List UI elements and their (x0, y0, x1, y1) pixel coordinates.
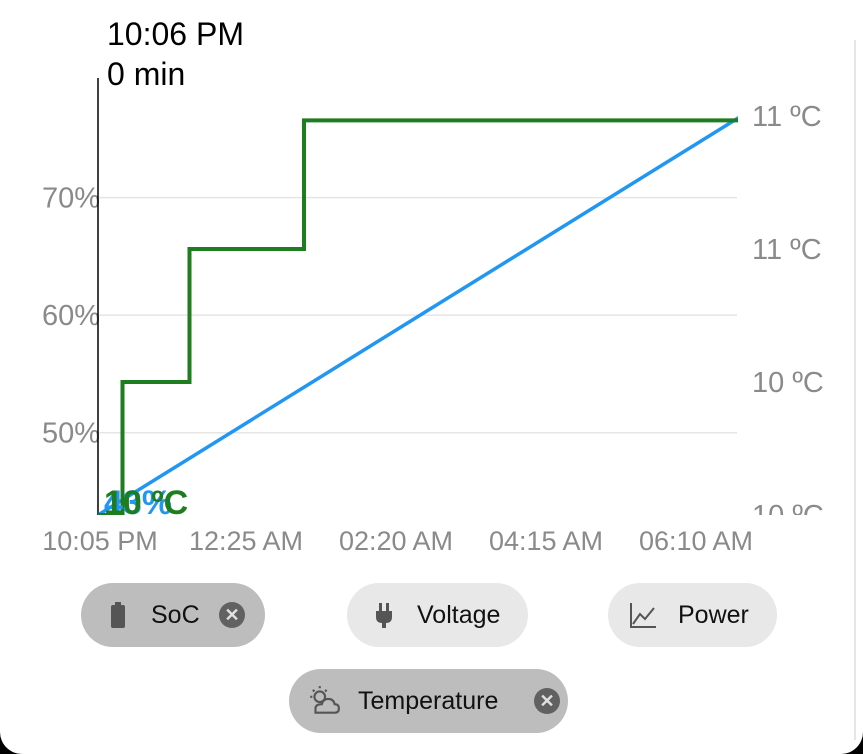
x-tick-label: 10:05 PM (42, 526, 158, 556)
line-chart-icon (630, 603, 656, 628)
selected-time: 10:06 PM (107, 16, 244, 52)
temperature-series-line (98, 118, 738, 515)
soc-series-line (98, 116, 738, 515)
chip-power[interactable]: Power (608, 583, 777, 647)
battery-icon (111, 602, 125, 628)
chip-temperature[interactable]: Temperature ✕ (289, 669, 568, 733)
chip-voltage[interactable]: Voltage (347, 583, 528, 647)
series-group (98, 116, 738, 515)
temperature-current-label: 10 ºC (104, 484, 188, 522)
chip-soc-label: SoC (151, 600, 200, 629)
y-right-tick-label: 11 ºC (752, 101, 822, 133)
soc-current-label: 43% (104, 484, 172, 522)
chip-soc-remove-icon[interactable]: ✕ (219, 602, 245, 628)
weather-partly-cloudy-icon (310, 686, 340, 714)
x-tick-label: 02:20 AM (339, 526, 453, 556)
y-left-tick-label: 50% (42, 418, 100, 450)
y-left-tick-label: 70% (42, 183, 100, 215)
y-right-tick-label: 11 ºC (752, 234, 822, 266)
y-right-tick-label: 10 ºC (752, 500, 824, 532)
y-axis-right: 10 ºC 10 ºC 11 ºC 11 ºC (752, 101, 824, 532)
card-edge-divider (854, 40, 856, 740)
chip-power-label: Power (678, 600, 749, 629)
chip-voltage-label: Voltage (417, 600, 501, 629)
y-right-tick-label: 10 ºC (752, 367, 824, 399)
x-tick-label: 06:10 AM (639, 526, 753, 556)
chip-temperature-label: Temperature (358, 686, 499, 715)
plug-icon (376, 603, 392, 628)
selected-duration: 0 min (107, 56, 186, 92)
y-axis-left: 50% 60% 70% (42, 183, 100, 450)
x-tick-label: 12:25 AM (189, 526, 303, 556)
chip-soc[interactable]: SoC ✕ (81, 583, 265, 647)
x-axis: 10:05 PM 12:25 AM 02:20 AM 04:15 AM 06:10 AM (42, 526, 753, 556)
x-tick-label: 04:15 AM (489, 526, 603, 556)
chip-temperature-remove-icon[interactable]: ✕ (534, 688, 560, 714)
current-value-labels: 43%10 ºC (104, 484, 188, 522)
y-left-tick-label: 60% (42, 300, 100, 332)
